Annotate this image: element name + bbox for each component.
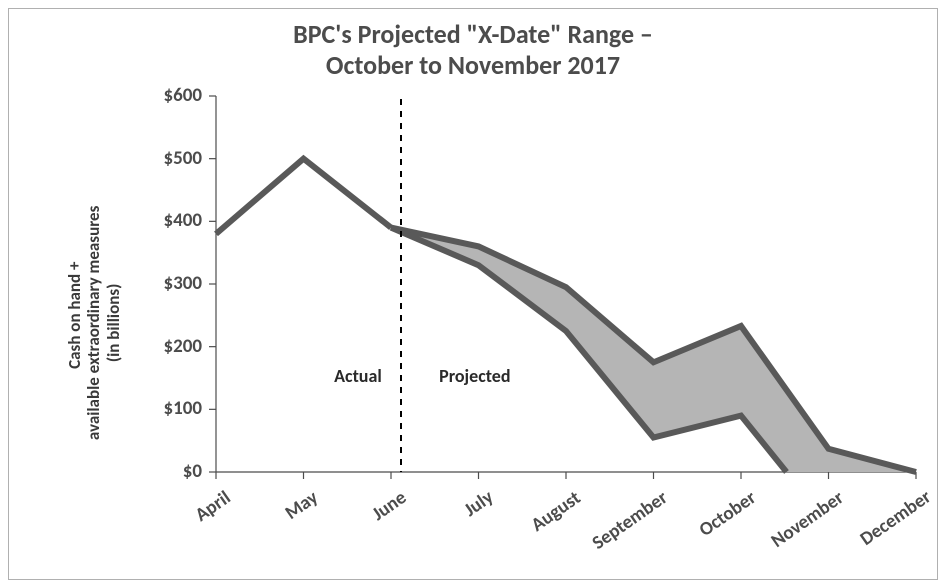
projected-label: Projected	[439, 365, 510, 387]
actual-line	[216, 159, 391, 234]
chart-frame: BPC's Projected "X-Date" Range – October…	[8, 8, 938, 580]
y-tick-label: $500	[132, 147, 202, 170]
y-tick-label: $400	[132, 209, 202, 232]
y-tick-label: $200	[132, 335, 202, 358]
y-tick-label: $0	[132, 460, 202, 483]
actual-label: Actual	[334, 365, 382, 387]
y-tick-label: $100	[132, 397, 202, 420]
y-tick-label: $600	[132, 84, 202, 107]
y-tick-label: $300	[132, 272, 202, 295]
